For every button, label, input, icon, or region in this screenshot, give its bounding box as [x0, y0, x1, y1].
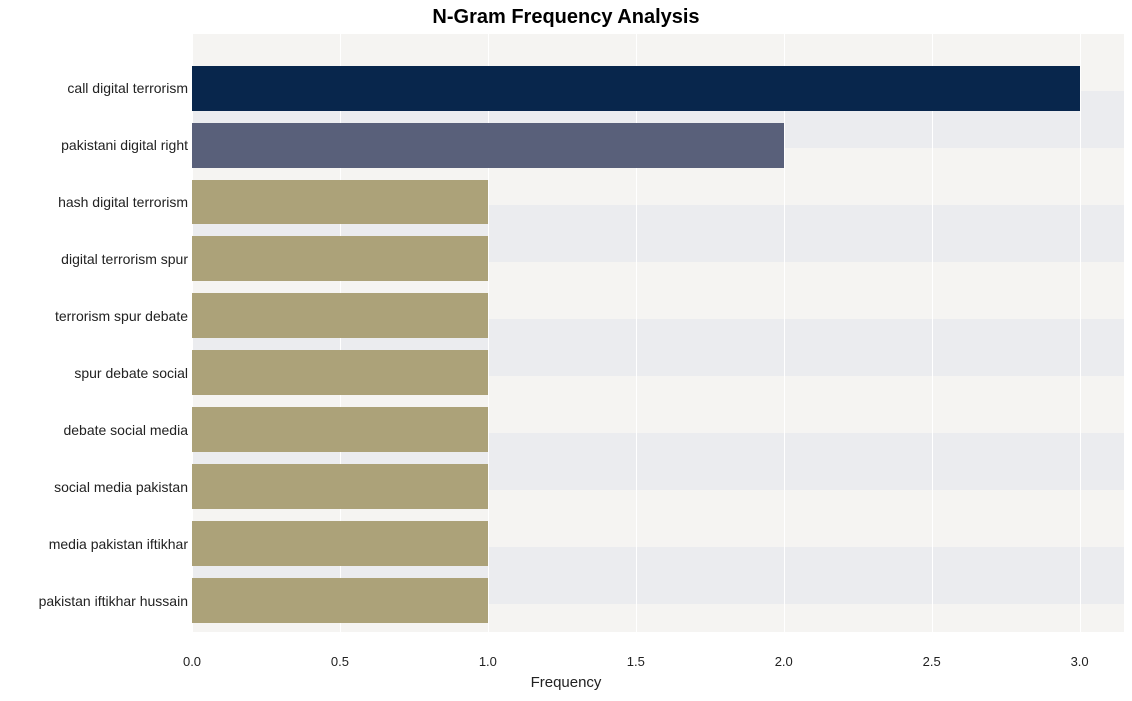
- x-axis-label: Frequency: [0, 674, 1132, 691]
- x-tick-label: 3.0: [1071, 654, 1089, 669]
- y-tick-label: media pakistan iftikhar: [49, 536, 188, 552]
- grid-line: [1080, 34, 1081, 632]
- chart-container: N-Gram Frequency Analysis Frequency call…: [0, 0, 1132, 701]
- plot-area: [192, 34, 1124, 632]
- bar: [192, 123, 784, 168]
- y-tick-label: pakistani digital right: [61, 137, 188, 153]
- bar: [192, 236, 488, 281]
- x-tick-label: 1.0: [479, 654, 497, 669]
- y-tick-label: spur debate social: [74, 365, 188, 381]
- x-tick-label: 2.5: [923, 654, 941, 669]
- grid-line: [932, 34, 933, 632]
- bar: [192, 66, 1080, 111]
- bar: [192, 407, 488, 452]
- y-tick-label: debate social media: [63, 422, 188, 438]
- y-tick-label: hash digital terrorism: [58, 194, 188, 210]
- grid-line: [784, 34, 785, 632]
- y-tick-label: call digital terrorism: [67, 80, 188, 96]
- y-tick-label: digital terrorism spur: [61, 251, 188, 267]
- x-tick-label: 2.0: [775, 654, 793, 669]
- bar: [192, 464, 488, 509]
- bar: [192, 521, 488, 566]
- x-tick-label: 0.5: [331, 654, 349, 669]
- y-tick-label: pakistan iftikhar hussain: [39, 593, 188, 609]
- bar: [192, 180, 488, 225]
- bar: [192, 578, 488, 623]
- chart-title: N-Gram Frequency Analysis: [0, 6, 1132, 29]
- x-tick-label: 0.0: [183, 654, 201, 669]
- bar: [192, 350, 488, 395]
- y-tick-label: terrorism spur debate: [55, 308, 188, 324]
- x-tick-label: 1.5: [627, 654, 645, 669]
- bar: [192, 293, 488, 338]
- y-tick-label: social media pakistan: [54, 479, 188, 495]
